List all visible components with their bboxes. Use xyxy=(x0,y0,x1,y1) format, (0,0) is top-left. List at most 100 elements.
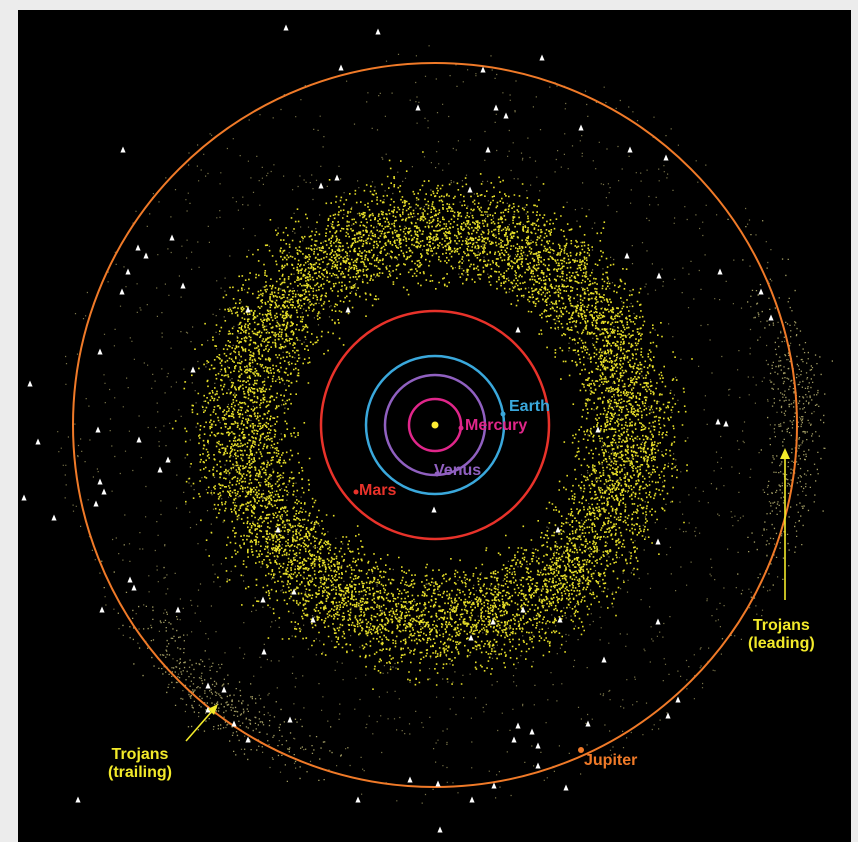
comet-marker-icon xyxy=(469,796,475,803)
comet-marker-icon xyxy=(75,796,81,803)
mercury-orbit xyxy=(407,397,463,453)
venus-planet-dot xyxy=(434,471,440,477)
comet-marker-icon xyxy=(119,288,125,295)
comet-marker-icon xyxy=(190,366,196,373)
comet-marker-icon xyxy=(717,268,723,275)
mercury-label: Mercury xyxy=(465,417,528,434)
comet-marker-icon xyxy=(21,494,27,501)
mars-label: Mars xyxy=(359,482,397,499)
comet-marker-icon xyxy=(578,124,584,131)
comet-marker-icon xyxy=(261,648,267,655)
comet-marker-icon xyxy=(627,146,633,153)
comet-marker-icon xyxy=(467,186,473,193)
comet-marker-icon xyxy=(535,742,541,749)
jupiter-orbit xyxy=(72,62,798,788)
comet-marker-icon xyxy=(407,776,413,783)
comet-marker-icon xyxy=(435,780,441,787)
comet-marker-icon xyxy=(563,784,569,791)
earth-label: Earth xyxy=(509,398,550,415)
comet-marker-icon xyxy=(585,720,591,727)
mars-orbit xyxy=(319,309,551,541)
comet-marker-icon xyxy=(485,146,491,153)
comet-marker-icon xyxy=(136,436,142,443)
trojans-trailing-label-line1: Trojans xyxy=(111,746,169,763)
comet-marker-icon xyxy=(334,174,340,181)
mars-planet-dot xyxy=(353,489,359,495)
comet-marker-icon xyxy=(768,314,774,321)
comet-marker-icon xyxy=(35,438,41,445)
trojans-leading-label: Trojans (leading) xyxy=(748,617,815,652)
comet-marker-icon xyxy=(345,306,351,313)
comet-marker-icon xyxy=(27,380,33,387)
comet-marker-icon xyxy=(715,418,721,425)
comet-marker-icon xyxy=(101,488,107,495)
comet-marker-icon xyxy=(595,426,601,433)
comet-marker-icon xyxy=(624,252,630,259)
jupiter-label: Jupiter xyxy=(584,752,638,769)
comet-marker-icon xyxy=(663,154,669,161)
trojans-trailing-label-line2: (trailing) xyxy=(108,763,172,781)
mercury-planet-dot xyxy=(458,425,464,431)
comet-marker-icon xyxy=(655,538,661,545)
comet-marker-icon xyxy=(125,268,131,275)
comet-marker-icon xyxy=(51,514,57,521)
comet-marker-icon xyxy=(131,584,137,591)
comet-marker-icon xyxy=(283,24,289,31)
comet-marker-icon xyxy=(355,796,361,803)
comet-marker-icon xyxy=(287,716,293,723)
comet-marker-icon xyxy=(175,606,181,613)
comet-marker-icon xyxy=(503,112,509,119)
comet-marker-icon xyxy=(665,712,671,719)
trojans-leading-label-line2: (leading) xyxy=(748,634,815,652)
comet-marker-icon xyxy=(468,634,474,641)
comet-marker-icon xyxy=(675,696,681,703)
comet-marker-icon xyxy=(515,722,521,729)
comet-marker-icon xyxy=(205,706,211,713)
orbit-diagram-canvas xyxy=(21,24,833,833)
earth-planet-dot xyxy=(500,411,506,417)
comet-marker-icon xyxy=(655,618,661,625)
comet-marker-icon xyxy=(491,782,497,789)
comet-marker-icon xyxy=(511,736,517,743)
arrow-icon xyxy=(208,704,218,715)
comet-marker-icon xyxy=(723,420,729,427)
comet-marker-icon xyxy=(480,66,486,73)
comet-marker-icon xyxy=(529,728,535,735)
comet-marker-icon xyxy=(557,616,563,623)
comet-marker-icon xyxy=(318,182,324,189)
comet-marker-icon xyxy=(127,576,133,583)
comet-marker-icon xyxy=(535,762,541,769)
comet-marker-icon xyxy=(157,466,163,473)
comet-marker-icon xyxy=(520,606,526,613)
comet-marker-icon xyxy=(515,326,521,333)
comet-marker-icon xyxy=(165,456,171,463)
comet-marker-icon xyxy=(135,244,141,251)
comet-marker-icon xyxy=(180,282,186,289)
comet-marker-icon xyxy=(338,64,344,71)
comet-marker-icon xyxy=(490,618,496,625)
comet-marker-icon xyxy=(291,588,297,595)
comet-marker-icon xyxy=(97,478,103,485)
belt-dots-dots xyxy=(171,151,693,690)
trojan-leading-dots xyxy=(721,218,833,640)
trojans-trailing-label: Trojans (trailing) xyxy=(108,746,172,781)
comet-marker-icon xyxy=(601,656,607,663)
comet-marker-icon xyxy=(221,686,227,693)
comet-markers xyxy=(21,24,774,833)
solar-system-diagram: Earth Mercury Venus Mars Jupiter Trojans… xyxy=(18,10,851,842)
arrow-icon xyxy=(780,448,790,459)
comet-marker-icon xyxy=(758,288,764,295)
comet-marker-icon xyxy=(431,506,437,513)
comet-marker-icon xyxy=(375,28,381,35)
arrow-icon xyxy=(185,709,214,742)
trojans-leading-cluster xyxy=(721,218,833,640)
comet-marker-icon xyxy=(99,606,105,613)
main-asteroid-belt xyxy=(171,151,693,690)
comet-marker-icon xyxy=(245,736,251,743)
comet-marker-icon xyxy=(493,104,499,111)
comet-marker-icon xyxy=(437,826,443,833)
comet-marker-icon xyxy=(555,526,561,533)
comet-marker-icon xyxy=(205,682,211,689)
comet-marker-icon xyxy=(120,146,126,153)
